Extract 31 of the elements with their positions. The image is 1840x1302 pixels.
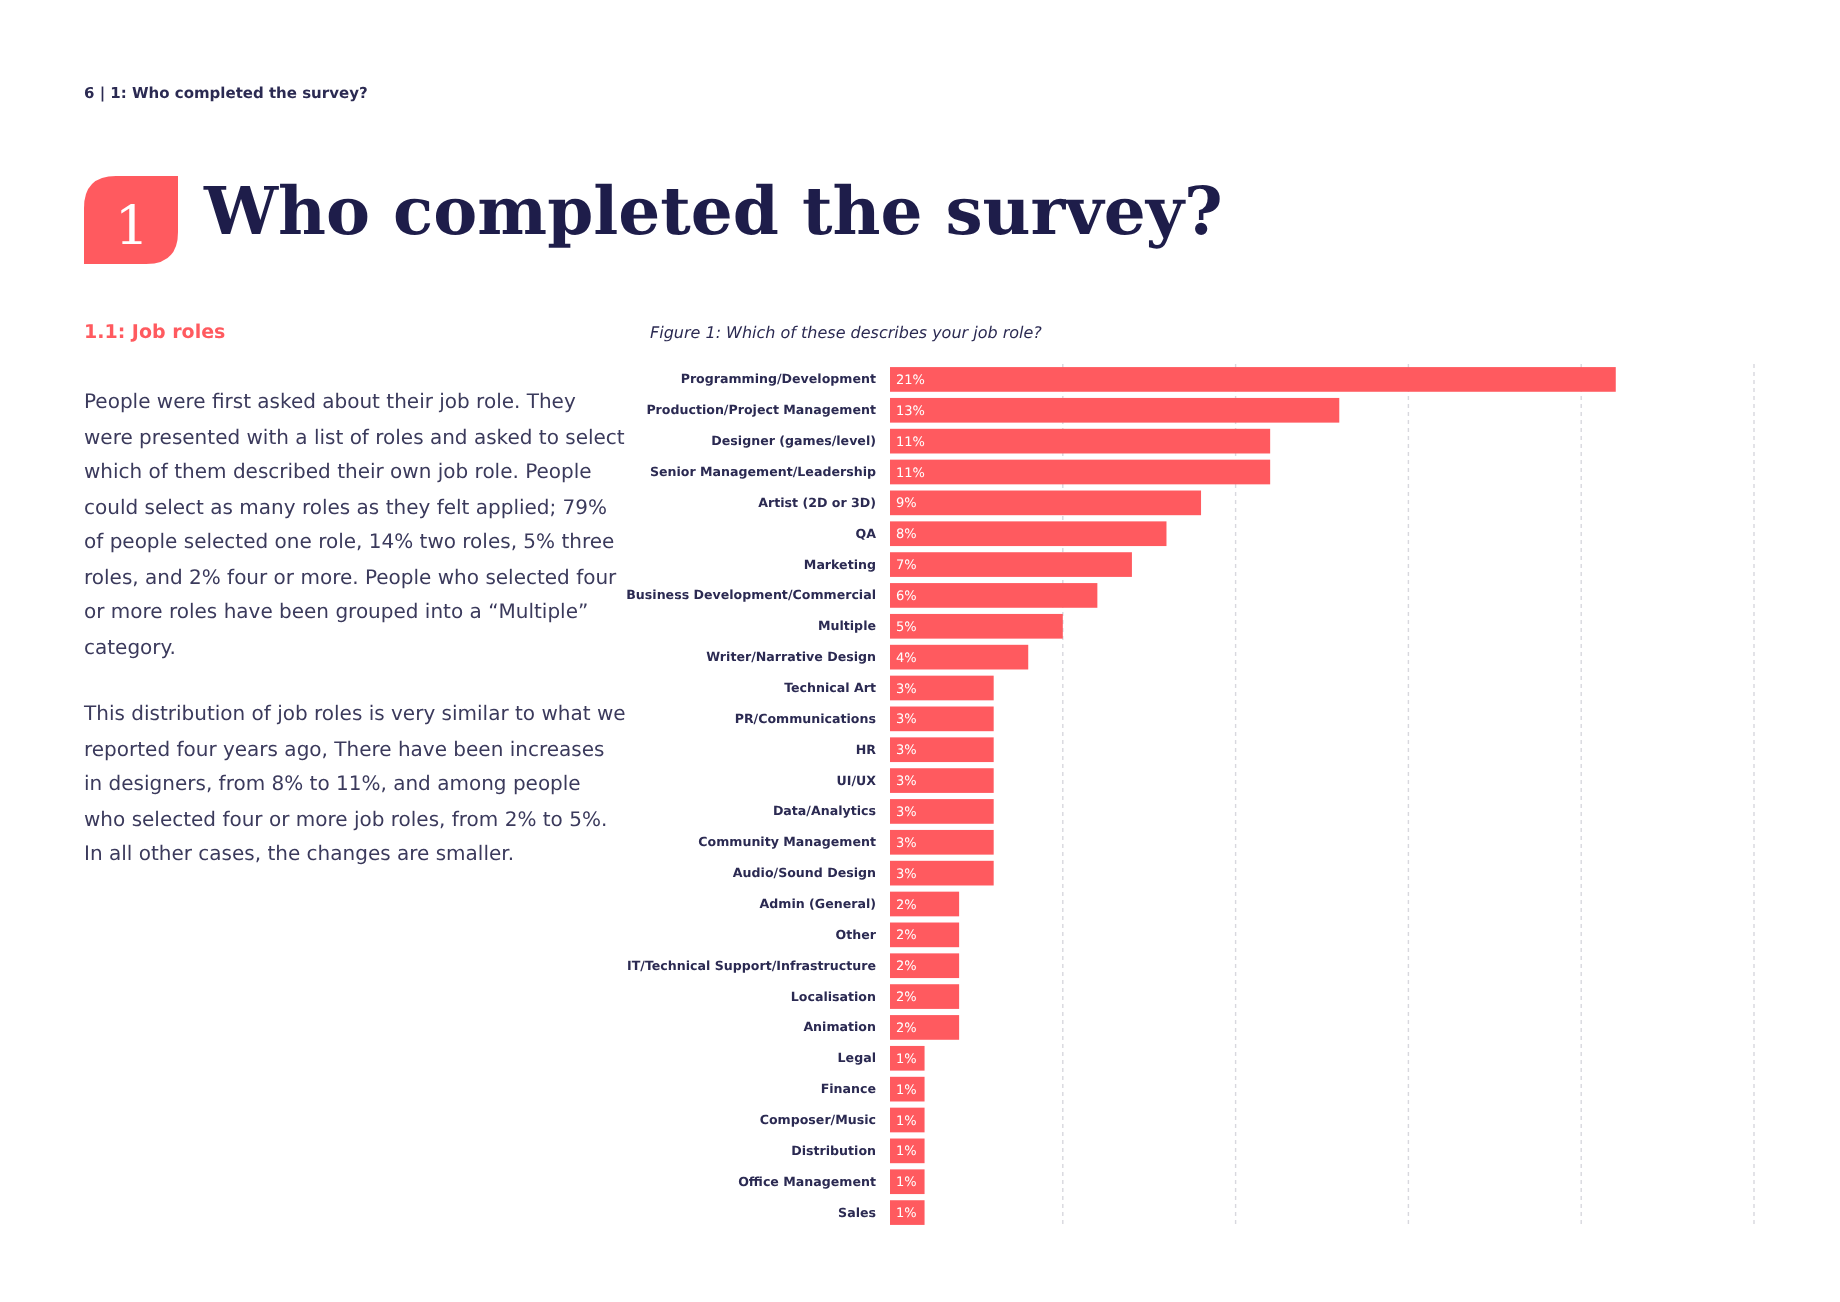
- text: This distribution of job roles is very similar to what we reported four years ago, There have been increases in designers, from 8% to 11%, and among people who selected four or more job roles, from 2% to 5%. In all other cases, the changes are smaller.: [84, 702, 628, 870]
- text: 1: [114, 196, 150, 258]
- bar: [890, 829, 994, 855]
- bar: [890, 984, 960, 1009]
- bar: [890, 552, 1132, 577]
- bar: [890, 737, 994, 763]
- chart-subtitle: Figure 1: Which of these describes your job role?: [650, 324, 1042, 342]
- chart-title: Who completed the survey?: [204, 172, 1223, 250]
- bar: [890, 953, 960, 979]
- bar: [890, 1045, 925, 1071]
- bar: [890, 644, 1029, 670]
- bar: [890, 1169, 925, 1195]
- bar: [890, 459, 1271, 485]
- text: 1.1: Job roles: [84, 322, 226, 344]
- bar: [890, 891, 960, 917]
- bar: [890, 675, 994, 701]
- bar: [890, 768, 994, 793]
- bar: [890, 1015, 960, 1040]
- bar: [890, 490, 1202, 516]
- bar: [890, 583, 1098, 608]
- bar: [890, 799, 994, 824]
- bar: [890, 397, 1340, 423]
- bar: [890, 367, 1616, 392]
- bar: [890, 613, 1063, 639]
- bar: [890, 1200, 925, 1225]
- bar: [890, 860, 994, 886]
- text: People were first asked about their job role. They were presented with a list of roles and asked to select which of them described their own job role. People could select as many roles as they felt applied; 79% of people selected one role, 14% two roles, 5% three roles, and 2% four or more. People who selected four or more roles have been grouped into a “Multiple” category.: [84, 390, 627, 663]
- bar: [890, 706, 994, 732]
- bar: [890, 428, 1271, 454]
- bar: [890, 521, 1167, 547]
- bar: [890, 922, 960, 948]
